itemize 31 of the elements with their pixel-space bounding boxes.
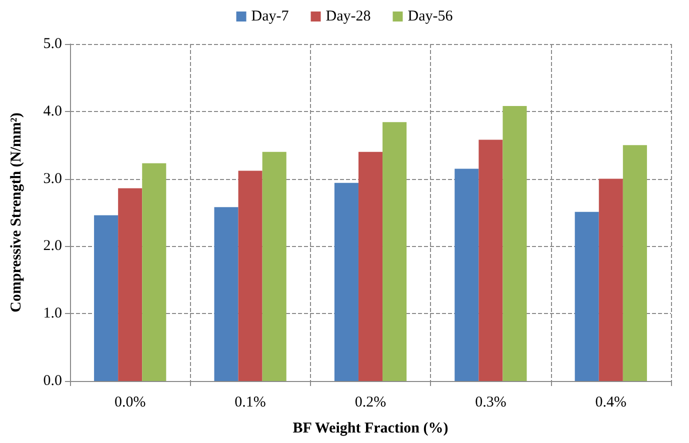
legend-label: Day-28 — [326, 8, 371, 24]
bar — [334, 182, 358, 381]
legend-label: Day-7 — [251, 8, 290, 24]
legend-label: Day-56 — [408, 8, 454, 24]
x-tick-label: 0.4% — [595, 394, 627, 410]
y-axis-title: Compressive Strength (N/mm²) — [8, 112, 24, 312]
x-axis-title: BF Weight Fraction (%) — [292, 420, 448, 436]
x-tick-label: 0.0% — [114, 394, 146, 410]
y-tick-label: 3.0 — [43, 170, 62, 187]
y-tick-label: 5.0 — [43, 36, 62, 52]
bar — [94, 215, 118, 381]
bar — [574, 212, 599, 381]
y-tick-label: 1.0 — [43, 306, 62, 322]
bar — [142, 163, 166, 381]
y-tick-label: 2.0 — [43, 238, 62, 254]
bar — [502, 106, 527, 381]
x-tick-label: 0.2% — [354, 394, 386, 410]
bar — [214, 207, 238, 381]
bar — [454, 168, 479, 381]
y-tick-label: 0.0 — [43, 373, 62, 389]
bar — [238, 170, 262, 381]
x-tick-label: 0.1% — [234, 394, 266, 410]
bar — [358, 152, 383, 381]
bar — [598, 178, 623, 381]
x-tick-label: 0.3% — [475, 394, 506, 410]
bar — [118, 188, 142, 381]
bar — [622, 145, 647, 381]
y-tick-label: 4.0 — [43, 103, 62, 120]
bar — [382, 122, 407, 381]
bar — [262, 152, 286, 381]
bar — [478, 140, 503, 381]
